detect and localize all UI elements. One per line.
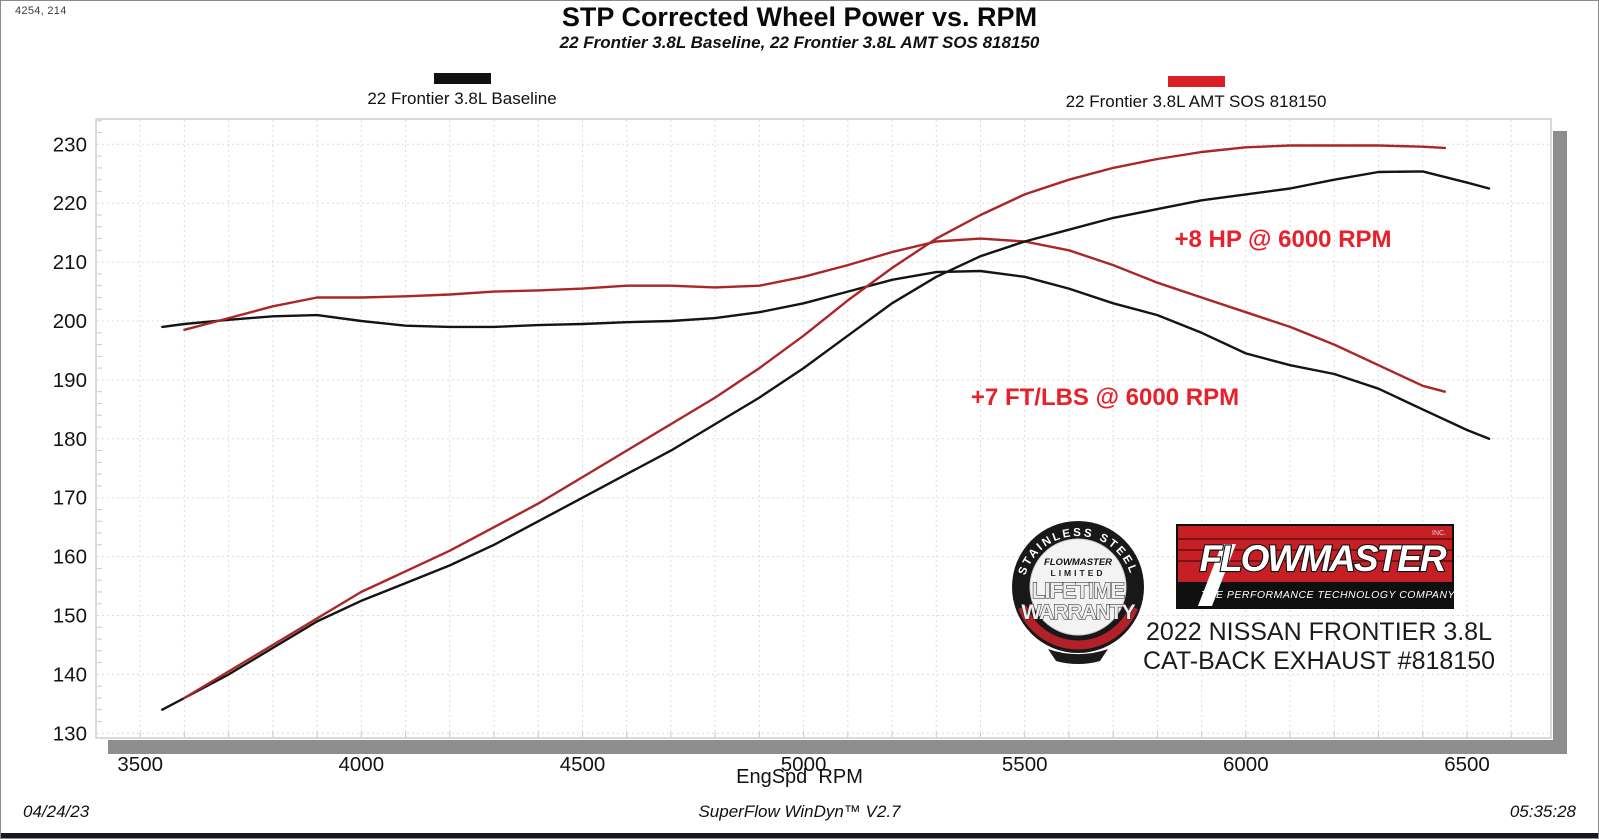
- legend-baseline-swatch: [433, 73, 491, 84]
- footer-app-version: SuperFlow WinDyn™ V2.7: [698, 802, 901, 821]
- svg-text:4000: 4000: [338, 753, 384, 776]
- badge-limited-text: LIMITED: [1051, 568, 1106, 578]
- x-axis-label: EngSpd RPM: [736, 766, 863, 788]
- window-bottom-edge: [1, 833, 1598, 838]
- logo-inc-text: INC.: [1432, 530, 1446, 537]
- page-title: STP Corrected Wheel Power vs. RPM: [561, 2, 1038, 32]
- badge-inner-disc: [1029, 538, 1127, 636]
- logo-f-slash: [1198, 544, 1236, 606]
- svg-text:220: 220: [53, 192, 87, 215]
- svg-text:130: 130: [53, 722, 87, 745]
- svg-text:180: 180: [53, 428, 87, 451]
- annotation-torque-gain: +7 FT/LBS @ 6000 RPM: [970, 384, 1240, 411]
- footer-time: 05:35:28: [1509, 802, 1576, 821]
- svg-text:5500: 5500: [1002, 753, 1048, 776]
- svg-text:140: 140: [53, 663, 87, 686]
- vehicle-caption-line1: 2022 NISSAN FRONTIER 3.8L: [1146, 618, 1492, 646]
- svg-text:6500: 6500: [1444, 753, 1490, 776]
- minor-ticks: [97, 120, 1512, 737]
- plot-shadow-right: [1553, 131, 1567, 754]
- legend-baseline-label: 22 Frontier 3.8L Baseline: [367, 89, 557, 108]
- legend-baseline: 22 Frontier 3.8L Baseline: [342, 73, 582, 109]
- vehicle-caption: 2022 NISSAN FRONTIER 3.8L CAT-BACK EXHAU…: [1139, 618, 1499, 676]
- curve-2: [161, 170, 1491, 711]
- badge-warranty-text: WARRANTY: [1021, 601, 1135, 624]
- curve-0: [161, 269, 1491, 440]
- svg-text:5000: 5000: [781, 753, 827, 776]
- badge-lifetime-text: LIFETIME: [1032, 578, 1125, 603]
- svg-text:230: 230: [53, 133, 87, 156]
- svg-text:170: 170: [53, 487, 87, 510]
- plot-shadow-bottom: [108, 740, 1567, 754]
- svg-text:150: 150: [53, 605, 87, 628]
- badge-brand-text: FLOWMASTER: [1044, 557, 1112, 568]
- plot-frame: [95, 118, 1552, 739]
- svg-text:160: 160: [53, 546, 87, 569]
- footer-date: 04/24/23: [23, 802, 90, 821]
- logo-tagline: THE PERFORMANCE TECHNOLOGY COMPANY: [1201, 589, 1454, 601]
- vehicle-caption-line2: CAT-BACK EXHAUST #818150: [1142, 647, 1495, 675]
- cursor-readout: 4254, 214: [15, 5, 67, 17]
- svg-text:3500: 3500: [117, 753, 163, 776]
- badge-ribbon: [1048, 649, 1108, 665]
- curve-3: [183, 144, 1447, 700]
- logo-wordmark: FLOWMASTER: [1199, 538, 1446, 579]
- svg-text:200: 200: [53, 310, 87, 333]
- svg-text:6000: 6000: [1223, 753, 1269, 776]
- annotation-hp-gain: +8 HP @ 6000 RPM: [1174, 226, 1392, 253]
- legend-amt-sos-label: 22 Frontier 3.8L AMT SOS 818150: [1065, 92, 1327, 111]
- svg-text:210: 210: [53, 251, 87, 274]
- badge-red-arc: [1018, 605, 1138, 650]
- svg-text:4500: 4500: [560, 753, 606, 776]
- flowmaster-logo: FLOWMASTER INC. THE PERFORMANCE TECHNOLO…: [1176, 524, 1454, 609]
- warranty-badge: STAINLESS STEEL FLOWMASTER LIMITED LIFET…: [1012, 521, 1144, 665]
- svg-text:190: 190: [53, 369, 87, 392]
- legend-amt-sos: 22 Frontier 3.8L AMT SOS 818150: [1046, 76, 1346, 112]
- y-tick-labels: 130 140 150 160 170 180 190 200 210 220 230: [53, 133, 87, 745]
- curve-1: [183, 237, 1447, 393]
- legend-amt-sos-swatch: [1167, 76, 1225, 87]
- x-tick-labels: 3500 4000 4500 5000 5500 6000 6500: [117, 753, 1489, 776]
- page-subtitle: 22 Frontier 3.8L Baseline, 22 Frontier 3…: [559, 33, 1040, 52]
